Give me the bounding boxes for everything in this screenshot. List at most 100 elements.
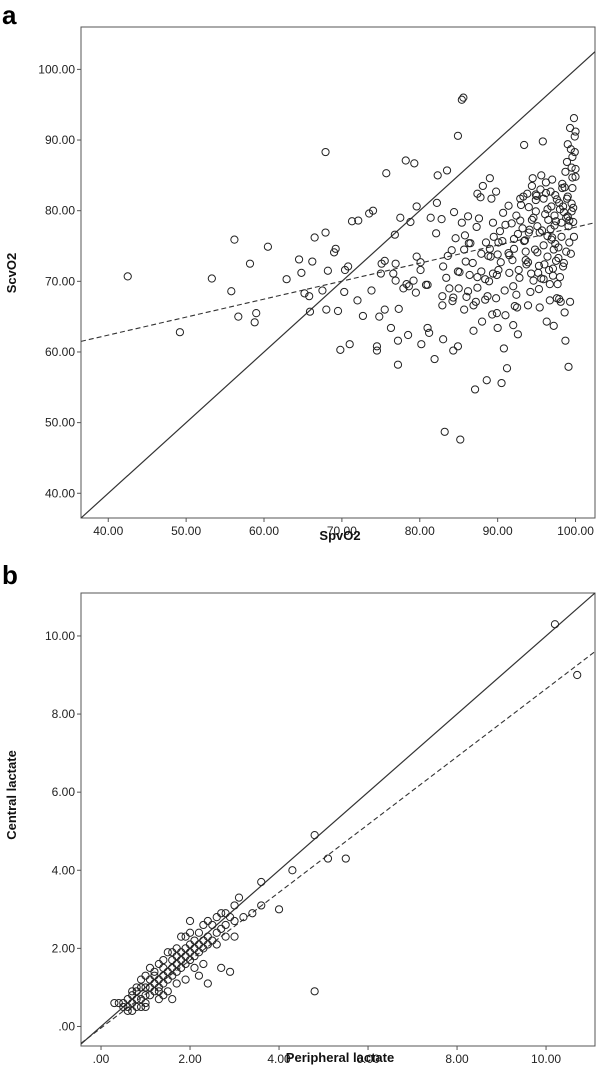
data-point [145, 991, 155, 1000]
data-point [522, 260, 531, 269]
data-point [551, 256, 561, 265]
data-point [521, 247, 530, 256]
data-point [460, 245, 469, 254]
data-point [469, 326, 478, 335]
data-point [159, 991, 168, 1000]
data-point [456, 435, 465, 444]
data-point [571, 127, 580, 136]
data-point [110, 998, 119, 1008]
data-point [230, 235, 239, 244]
x-tick-label: 8.00 [445, 1052, 469, 1066]
data-point [190, 936, 199, 945]
data-point [477, 249, 486, 258]
data-point [533, 248, 542, 257]
data-point [221, 920, 230, 930]
data-point [544, 215, 553, 224]
data-point [561, 167, 570, 176]
data-point [294, 255, 304, 264]
data-point [132, 1002, 141, 1012]
data-point [558, 262, 568, 271]
data-point [568, 183, 577, 193]
data-point [321, 147, 330, 157]
data-point [145, 975, 155, 984]
data-point [382, 169, 391, 178]
data-point [230, 901, 239, 910]
data-point [539, 275, 548, 284]
data-point [168, 963, 177, 972]
scatter-plot-b: .00 2.00 4.00 6.00 8.00 10.00 .00 2.00 4.00 6.00 8… [45, 592, 596, 1066]
data-point [300, 289, 309, 298]
data-point [177, 932, 186, 941]
data-point [491, 294, 501, 303]
data-point [225, 967, 235, 976]
data-point [372, 342, 382, 351]
data-point [498, 236, 507, 246]
data-point [569, 217, 578, 227]
data-point [563, 212, 572, 221]
data-point [564, 362, 573, 371]
data-point [190, 944, 199, 953]
data-point [305, 292, 314, 301]
data-point [567, 163, 576, 172]
data-point [495, 227, 505, 236]
data-point [531, 195, 540, 205]
data-point [234, 312, 243, 321]
data-point [430, 354, 439, 364]
data-point [514, 265, 523, 275]
data-point [520, 140, 529, 150]
data-point [248, 909, 257, 918]
data-point [194, 971, 204, 980]
data-point [442, 273, 451, 282]
data-point [163, 948, 172, 957]
data-point [494, 238, 503, 247]
data-point [509, 282, 518, 291]
data-point [512, 290, 521, 299]
data-point [454, 284, 463, 293]
data-point [358, 311, 368, 321]
plot-frame [80, 592, 596, 1047]
data-point [288, 866, 297, 875]
data-point [555, 198, 564, 208]
data-point [154, 959, 163, 969]
data-point [336, 345, 345, 354]
data-point [437, 215, 446, 224]
data-point [465, 270, 474, 280]
data-point [557, 218, 566, 227]
x-tick-label: 6.00 [356, 1052, 380, 1066]
x-tick-label: 40.00 [93, 524, 123, 538]
data-point [543, 252, 552, 261]
data-point [410, 159, 419, 168]
data-point [423, 280, 432, 289]
data-point [568, 173, 577, 182]
data-point [136, 975, 146, 984]
data-point [538, 137, 547, 146]
data-point [513, 229, 523, 239]
data-point [411, 288, 420, 297]
y-axis-title-a: ScvO2 [4, 253, 19, 293]
data-point [163, 967, 172, 976]
data-point [372, 346, 382, 355]
data-point [571, 172, 580, 181]
data-point [308, 257, 317, 266]
data-point [367, 286, 376, 295]
data-point [154, 995, 163, 1004]
data-point [447, 246, 456, 255]
data-point [469, 301, 478, 310]
data-point [310, 233, 319, 242]
data-point [212, 928, 221, 937]
data-point [438, 301, 447, 310]
data-point [245, 259, 255, 268]
data-point [208, 936, 217, 945]
data-point [539, 241, 548, 250]
data-point [305, 307, 315, 316]
data-point [562, 157, 572, 167]
data-point [449, 207, 459, 217]
data-point [552, 294, 561, 303]
y-tick-label: 70.00 [45, 274, 75, 288]
data-point [550, 211, 559, 220]
data-point [380, 305, 389, 314]
data-point [523, 189, 532, 198]
data-point [416, 265, 425, 275]
x-axis-title-b: Peripheral lactate [286, 1050, 394, 1065]
data-point [426, 213, 435, 222]
